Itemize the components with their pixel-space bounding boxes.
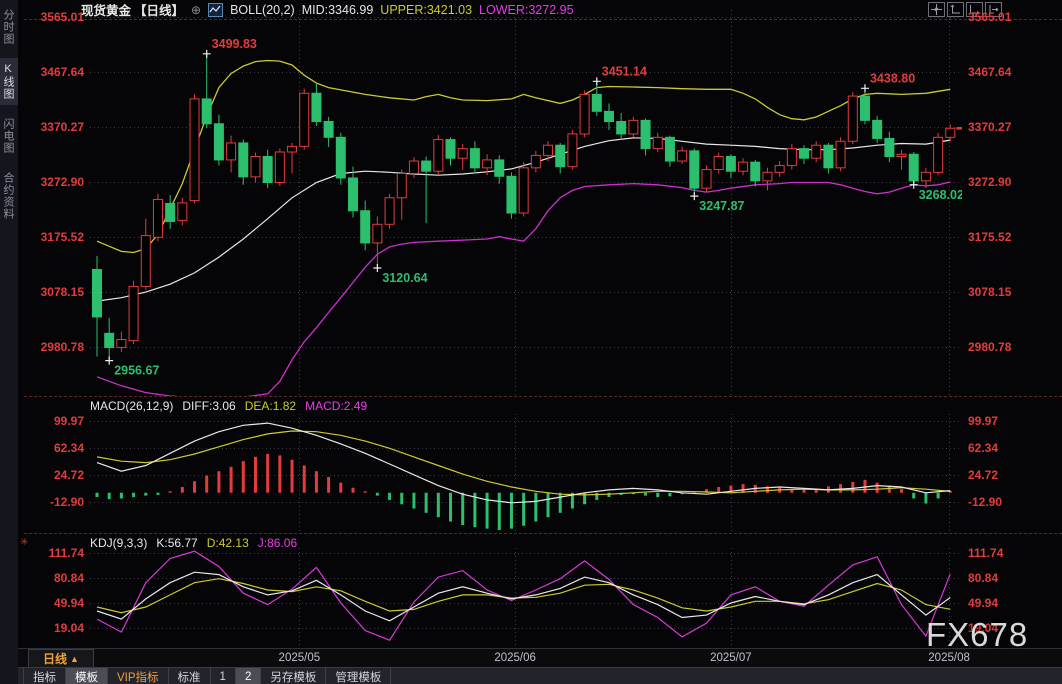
svg-text:2956.67: 2956.67 xyxy=(114,364,159,378)
axis-tick-label: 111.74 xyxy=(968,546,1004,560)
axis-tick-label: 24.72 xyxy=(968,468,999,482)
macd-dea-value: DEA:1.82 xyxy=(244,399,297,413)
axis-scale-right-icon[interactable] xyxy=(966,2,983,17)
boll-label: BOLL(20,2) xyxy=(230,2,295,17)
axis-tick-label: 80.84 xyxy=(968,571,999,585)
sidebar-item-kline[interactable]: K线图 xyxy=(0,58,18,105)
axis-tick-label: 3467.64 xyxy=(968,64,1012,79)
axis-tick-label: 49.94 xyxy=(53,596,84,610)
price-axis-left: 3565.01 3467.64 3370.27 3272.90 3175.52 3078.… xyxy=(28,0,86,660)
axis-scale-left-icon[interactable] xyxy=(947,2,964,17)
axis-tick-label: 2980.78 xyxy=(40,339,84,354)
period-tag: 【日线】 xyxy=(134,4,185,18)
boll-lower-value: LOWER:3272.95 xyxy=(479,2,574,17)
time-axis-label: 2025/06 xyxy=(494,652,536,664)
time-axis-label: 2025/08 xyxy=(928,652,970,664)
tab-8[interactable]: 管理模板 xyxy=(326,668,392,684)
chart-type-sidebar: 分时图 K线图 闪电图 合约资料 xyxy=(0,0,18,684)
axis-tick-label: 3272.90 xyxy=(40,174,84,189)
svg-text:3438.80: 3438.80 xyxy=(870,71,915,85)
sidebar-item-contract-info[interactable]: 合约资料 xyxy=(2,172,14,220)
chart-icon xyxy=(208,2,224,17)
panel-separator xyxy=(24,19,1062,20)
link-icon[interactable]: ⊕ xyxy=(191,2,202,17)
sidebar-item-timeshare[interactable]: 分时图 xyxy=(2,9,14,45)
tab-6[interactable]: 2 xyxy=(235,668,262,684)
boll-upper-value: UPPER:3421.03 xyxy=(380,2,473,17)
symbol-title: 现货黄金 xyxy=(81,4,132,18)
panel-separator xyxy=(24,533,1062,534)
tab-7[interactable]: 另存模板 xyxy=(261,668,327,684)
svg-text:3268.02: 3268.02 xyxy=(919,188,962,202)
axis-tick-label: -12.90 xyxy=(49,495,84,509)
axis-tick-label: 3272.90 xyxy=(968,174,1012,189)
axis-tick-label: 62.34 xyxy=(53,441,84,455)
svg-text:3247.87: 3247.87 xyxy=(699,199,744,213)
main-candlestick-chart[interactable]: 3499.83 2956.67 3451.14 3120.64 3247.87 3438.… xyxy=(90,10,962,396)
axis-tick-label: 111.74 xyxy=(48,546,84,560)
svg-text:3499.83: 3499.83 xyxy=(212,37,257,51)
axis-tick-label: 3175.52 xyxy=(968,230,1012,244)
crosshair-move-icon[interactable] xyxy=(928,2,945,17)
kdj-title: KDJ(9,3,3) xyxy=(90,536,148,550)
axis-tick-label: 19.04 xyxy=(968,621,999,635)
watermark: FX678 xyxy=(926,616,1029,653)
macd-label-row: MACD(26,12,9) DIFF:3.06 DEA:1.82 MACD:2.… xyxy=(90,399,367,413)
tab-2[interactable]: 模板 xyxy=(66,668,108,684)
kdj-indicator-chart[interactable] xyxy=(90,548,962,646)
macd-macd-value: MACD:2.49 xyxy=(305,399,368,413)
svg-text:3120.64: 3120.64 xyxy=(382,271,427,285)
macd-diff-value: DIFF:3.06 xyxy=(182,399,236,413)
sidebar-item-flash[interactable]: 闪电图 xyxy=(2,118,14,154)
axis-tick-label: 24.72 xyxy=(53,468,84,482)
indicator-settings-icon[interactable]: ✳ xyxy=(20,537,29,548)
kdj-label-row: KDJ(9,3,3) K:56.77 D:42.13 J:86.06 xyxy=(90,536,297,550)
kdj-k-value: K:56.77 xyxy=(156,536,198,550)
macd-title: MACD(26,12,9) xyxy=(90,399,174,413)
axis-tick-label: 3565.01 xyxy=(968,10,1012,24)
tab-5[interactable]: 1 xyxy=(211,668,236,684)
axis-tick-label: 19.04 xyxy=(53,621,84,635)
tab-1[interactable]: 指标 xyxy=(23,668,66,684)
axis-tick-label: 3467.64 xyxy=(40,64,84,79)
jump-to-latest-icon[interactable] xyxy=(985,2,1002,17)
tab-3[interactable]: VIP指标 xyxy=(108,668,169,684)
axis-tick-label: 3078.15 xyxy=(40,285,84,299)
tab-4[interactable]: 标准 xyxy=(169,668,211,684)
axis-tick-label: 3370.27 xyxy=(968,119,1012,134)
macd-indicator-chart[interactable] xyxy=(90,414,962,534)
axis-tick-label: 49.94 xyxy=(968,596,999,610)
axis-tick-label: 3175.52 xyxy=(40,230,84,244)
price-axis-right: 3565.01 3467.64 3370.27 3272.90 3175.52 3078.… xyxy=(966,0,1026,660)
boll-mid-value: MID:3346.99 xyxy=(301,2,374,17)
period-label: 日线 xyxy=(43,652,68,666)
time-axis-label: 2025/05 xyxy=(278,652,321,664)
bottom-tab-bar: 指标 模板 VIP指标 标准 1 2 另存模板 管理模板 xyxy=(18,667,1062,684)
svg-text:3451.14: 3451.14 xyxy=(602,64,647,78)
period-arrow-icon: ▲ xyxy=(70,653,79,664)
axis-tick-label: 3370.27 xyxy=(40,119,84,134)
axis-tick-label: 3078.15 xyxy=(968,285,1012,299)
axis-tick-label: 99.97 xyxy=(968,414,999,428)
time-axis-label: 2025/07 xyxy=(710,652,752,664)
axis-tick-label: 99.97 xyxy=(53,414,84,428)
axis-tick-label: 62.34 xyxy=(968,441,999,455)
chart-header: 现货黄金 【日线】 ⊕ BOLL(20,2) MID:3346.99 UPPER… xyxy=(18,0,1062,19)
time-axis-strip: 日线 ▲ 2025/05 2025/06 2025/07 2025/08 xyxy=(18,648,1062,668)
axis-tick-label: 2980.78 xyxy=(968,339,1012,354)
axis-tick-label: 80.84 xyxy=(53,571,84,585)
kdj-j-value: J:86.06 xyxy=(257,536,298,550)
axis-tick-label: -12.90 xyxy=(968,495,1003,509)
panel-separator xyxy=(24,396,1062,397)
kdj-d-value: D:42.13 xyxy=(206,536,249,550)
chart-toolbar xyxy=(928,2,1002,17)
axis-tick-label: 3565.01 xyxy=(40,10,84,24)
